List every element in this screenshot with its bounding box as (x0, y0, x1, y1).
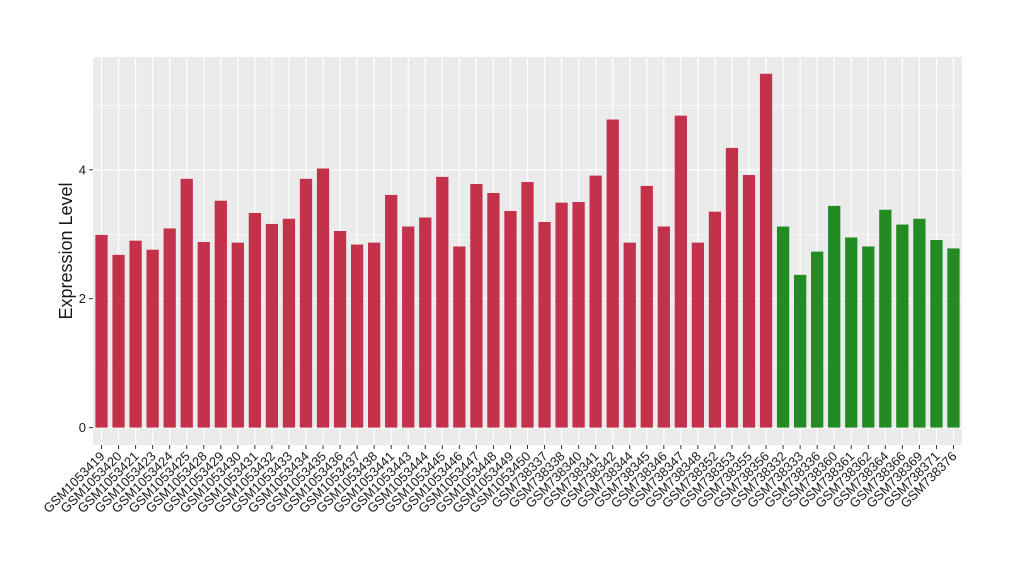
bar (947, 248, 960, 428)
bar (742, 174, 756, 428)
bar (776, 226, 790, 428)
bar (896, 224, 909, 428)
bar (862, 246, 875, 428)
bar (333, 231, 347, 428)
bar (436, 176, 449, 428)
bar (521, 182, 534, 428)
bar (845, 237, 858, 428)
bar (555, 202, 568, 428)
bar (163, 228, 176, 428)
bar (368, 242, 381, 428)
bar (674, 115, 687, 428)
bar (265, 223, 279, 428)
bar (538, 221, 551, 428)
bar (146, 249, 159, 428)
bar (828, 205, 841, 428)
y-axis-label: Expression Level (56, 182, 76, 319)
bar (708, 211, 722, 428)
y-tick-label: 2 (79, 291, 86, 306)
bar (248, 212, 262, 428)
bar (231, 242, 244, 428)
bar (129, 240, 142, 428)
bar (572, 202, 585, 428)
bar (419, 217, 432, 428)
bar (214, 200, 227, 428)
bar (504, 211, 517, 428)
bar (487, 192, 500, 428)
bar (913, 218, 926, 428)
bar (453, 246, 466, 428)
bar (470, 183, 483, 428)
bar (402, 226, 415, 428)
bar (657, 226, 670, 428)
bar (759, 73, 773, 428)
bar (623, 242, 636, 428)
bar (95, 234, 108, 428)
bar (811, 251, 824, 428)
bar (930, 240, 943, 428)
bar (197, 241, 210, 428)
bar (793, 274, 807, 428)
bar (385, 194, 398, 428)
bar (589, 175, 602, 428)
bar (299, 178, 313, 428)
bar (725, 147, 739, 428)
bar (606, 119, 619, 428)
bar (112, 254, 125, 428)
bar (282, 218, 296, 428)
bar (640, 185, 653, 428)
y-tick-label: 4 (79, 162, 86, 177)
bar (350, 244, 364, 428)
bar (180, 178, 193, 428)
bar (316, 168, 330, 428)
bar (691, 242, 705, 428)
y-tick-label: 0 (79, 420, 86, 435)
bar (879, 209, 892, 428)
